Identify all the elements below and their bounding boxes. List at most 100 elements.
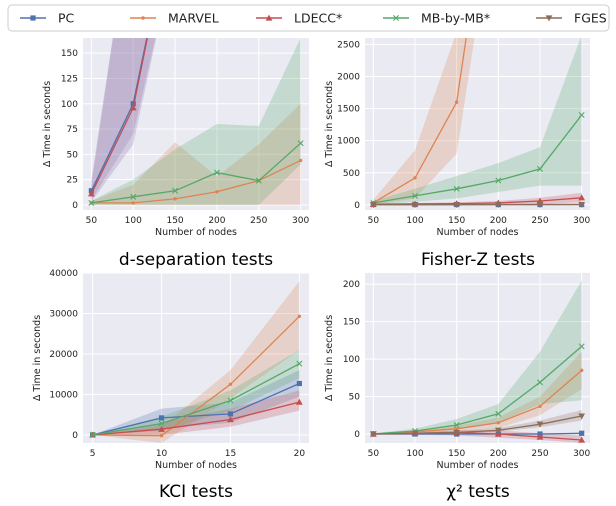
data-point-mb-by-mb — [255, 177, 262, 184]
legend-label: FGES — [574, 11, 607, 26]
x-tick-label: 10 — [156, 449, 168, 459]
x-tick-label: 50 — [86, 216, 98, 226]
y-tick-label: 30000 — [49, 309, 78, 319]
y-axis-label: Δ Time in seconds — [32, 315, 43, 401]
x-tick-label: 250 — [531, 449, 548, 459]
data-point-mb-by-mb — [537, 379, 543, 386]
data-point-marvel — [159, 434, 164, 438]
y-axis-label: Δ Time in seconds — [324, 81, 335, 167]
legend-frame — [7, 4, 610, 32]
data-point-pc — [579, 430, 585, 436]
data-point-mb-by-mb — [158, 420, 165, 427]
data-point-marvel — [413, 176, 417, 180]
x-axis-label: Number of nodes — [436, 460, 518, 471]
x-tick-label: 100 — [125, 216, 142, 226]
y-tick-label: 2500 — [337, 40, 360, 50]
panel-fisher-z: 50 100 150 200 250 300 0 500 1000 1500 2000 2500 Num… — [324, 38, 591, 270]
x-axis-label: Number of nodes — [155, 460, 237, 471]
data-point-mb-by-mb — [495, 410, 502, 417]
x-tick-label: 300 — [573, 449, 590, 459]
data-point-ldecc — [158, 425, 165, 432]
data-point-mb-by-mb — [578, 112, 585, 119]
data-point-mb-by-mb — [578, 343, 585, 350]
legend-entry-marvel: MARVEL — [130, 11, 219, 26]
plot-area — [83, 273, 309, 443]
plot-series — [369, 280, 586, 443]
x-tick-label: 50 — [368, 449, 380, 459]
panel-title: KCI tests — [159, 482, 233, 502]
x-tick-label: 100 — [406, 449, 423, 459]
legend-marker — [265, 14, 273, 21]
series-line-fges — [373, 415, 582, 435]
legend: PC MARVEL LDECC* MB-by-MB* FGES — [7, 4, 610, 32]
x-tick-label: 200 — [208, 216, 225, 226]
y-tick-label: 2000 — [337, 73, 360, 83]
legend-entry-ldecc: LDECC* — [256, 11, 342, 26]
x-tick-label: 300 — [292, 216, 309, 226]
data-point-pc — [158, 415, 165, 421]
x-axis-label: Number of nodes — [155, 227, 237, 238]
x-axis-label: Number of nodes — [436, 227, 518, 238]
series-line-mb-by-mb — [91, 142, 302, 204]
plot-area — [365, 273, 590, 443]
band-mb-by-mb — [373, 280, 582, 434]
x-tick-label: 5 — [90, 449, 96, 459]
series-line-mb-by-mb — [373, 114, 583, 204]
panel-title: Fisher-Z tests — [421, 250, 535, 270]
plot-series — [89, 281, 303, 443]
series-line-marvel — [92, 315, 300, 437]
plot-area — [365, 38, 590, 210]
data-point-mb-by-mb — [130, 193, 137, 200]
data-point-ldecc — [87, 190, 95, 197]
data-point-marvel — [496, 421, 501, 425]
y-tick-label: 150 — [61, 49, 78, 59]
data-point-mb-by-mb — [453, 422, 460, 429]
y-tick-label: 200 — [343, 280, 360, 290]
series-line-marvel — [91, 159, 301, 204]
x-tick-label: 100 — [406, 216, 423, 226]
data-point-fges — [578, 413, 586, 420]
data-point-ldecc — [536, 433, 544, 440]
data-point-fges — [453, 429, 461, 436]
legend-label: PC — [58, 11, 75, 26]
y-tick-label: 40000 — [49, 269, 78, 279]
x-tick-label: 200 — [490, 449, 507, 459]
data-point-fges — [494, 202, 502, 209]
panel-title: χ² tests — [446, 482, 510, 502]
data-point-mb-by-mb — [88, 199, 95, 206]
band-marvel — [373, 351, 582, 434]
data-point-fges — [536, 202, 544, 209]
y-axis-label: Δ Time in seconds — [324, 315, 335, 401]
band-mb-by-mb — [373, 38, 582, 205]
y-tick-label: 100 — [61, 100, 78, 110]
x-tick-label: 250 — [250, 216, 267, 226]
band-marvel — [373, 38, 475, 205]
x-tick-label: 20 — [294, 449, 306, 459]
y-tick-label: 50 — [349, 393, 361, 403]
x-tick-label: 200 — [490, 216, 507, 226]
legend-marker — [393, 15, 399, 21]
x-tick-label: 250 — [531, 216, 548, 226]
y-tick-label: 500 — [343, 169, 360, 179]
data-point-pc — [296, 380, 302, 387]
series-line-marvel — [373, 369, 583, 435]
x-tick-label: 300 — [573, 216, 590, 226]
y-tick-label: 0 — [354, 201, 360, 211]
y-tick-label: 125 — [61, 74, 78, 84]
series-line-ldecc — [92, 401, 300, 436]
data-point-fges — [536, 421, 544, 428]
data-point-marvel — [297, 314, 302, 319]
data-point-fges — [369, 202, 377, 209]
data-point-mb-by-mb — [213, 169, 220, 176]
plot-series — [369, 38, 586, 209]
y-axis-label: Δ Time in seconds — [42, 81, 53, 167]
data-point-marvel — [298, 158, 303, 163]
data-point-mb-by-mb — [227, 397, 234, 404]
y-tick-label: 75 — [67, 125, 78, 135]
data-point-fges — [453, 202, 461, 209]
x-tick-label: 150 — [448, 449, 465, 459]
data-point-pc — [130, 101, 136, 107]
data-point-mb-by-mb — [537, 165, 543, 172]
